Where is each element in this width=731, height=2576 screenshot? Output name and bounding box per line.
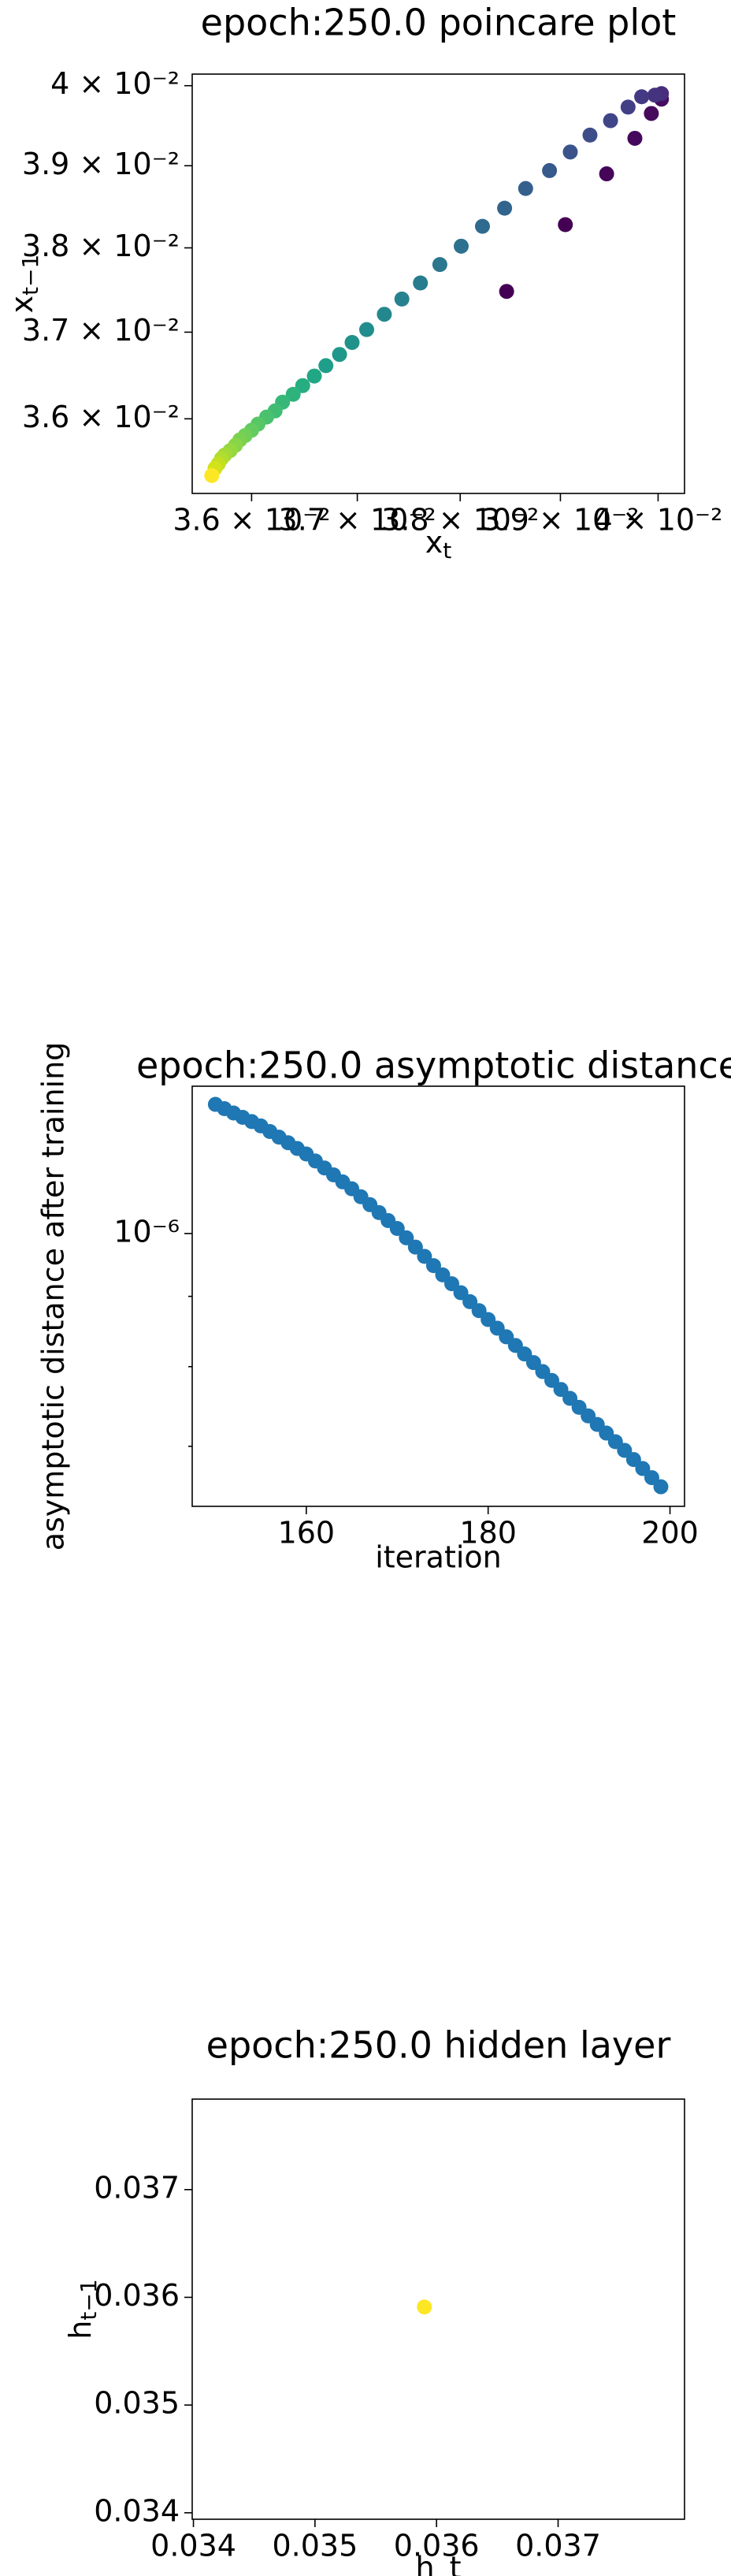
point [603,113,618,128]
point [432,257,447,273]
y-axis-label: asymptotic distance after training [36,1042,71,1551]
point [425,1258,441,1274]
y-tick-label: 3.6 × 10⁻² [22,400,180,434]
point [306,368,322,384]
y-axis-label-text: h [63,2321,98,2340]
chart-title: epoch:250.0 poincare plot [201,2,677,44]
x-axis-label: h_t [416,2551,462,2576]
x-tick-label: 3.9 × 10⁻² [481,503,639,538]
point [620,99,636,115]
x-tick-label: 0.034 [150,2529,236,2563]
y-tick-label: 4 × 10⁻² [50,66,180,101]
point [413,275,429,291]
x-tick-label: 3.7 × 10⁻² [279,503,436,538]
x-tick-label: 3.6 × 10⁻² [173,503,330,538]
point [474,218,490,234]
point [542,162,558,178]
x-tick-label: 0.037 [515,2529,601,2563]
point [518,181,533,196]
point [497,200,513,216]
y-tick-label: 3.9 × 10⁻² [22,147,180,181]
chart-title: epoch:250.0 hidden layer [206,2024,671,2067]
y-tick-label: 10⁻⁶ [113,1214,180,1249]
point [399,1230,414,1245]
point [295,378,310,393]
x-axis-label-subscript: t [443,538,451,564]
point [644,106,659,121]
x-tick-label: 180 [459,1516,517,1550]
x-tick-label: 3.8 × 10⁻² [381,503,539,538]
point [377,307,392,322]
point [344,334,360,350]
point [417,2299,432,2315]
chart-title: epoch:250.0 asymptotic distance [136,1044,731,1087]
y-axis-label-text: x [5,296,39,314]
point [358,322,374,337]
point [332,347,347,363]
y-tick-label: 0.035 [94,2386,180,2421]
y-tick-label: 0.036 [94,2278,180,2313]
point [627,130,643,146]
point [389,1221,405,1237]
point [454,238,469,254]
x-axis-label-text: x [425,525,443,560]
point [394,291,410,307]
y-tick-label: 0.034 [94,2493,180,2528]
point [653,1479,669,1495]
plot-frame [191,2098,685,2520]
point [634,89,650,105]
point [499,284,514,300]
point [617,1442,633,1458]
x-tick-label: 200 [641,1516,699,1550]
point [599,166,614,182]
point [407,1239,423,1255]
point [318,358,334,374]
x-axis-label: iteration [375,1540,502,1575]
y-axis-label-subscript: t−1 [76,2279,102,2320]
x-axis-label: xt [425,525,452,564]
x-tick-label: 4 × 10⁻² [594,503,723,538]
y-tick-label: 0.037 [94,2170,180,2205]
point [635,1461,651,1476]
point [562,144,578,160]
x-tick-label: 0.036 [394,2529,480,2563]
point [582,127,598,143]
point [417,1249,432,1264]
plot-frame [191,73,685,494]
y-axis-label: xt−1 [5,255,44,314]
point [644,1470,659,1486]
point [204,467,220,483]
y-tick-label: 3.8 × 10⁻² [22,229,180,263]
x-tick-label: 0.035 [272,2529,358,2563]
y-tick-label: 3.7 × 10⁻² [22,313,180,348]
point [647,87,662,103]
y-axis-label-subscript: t−1 [17,255,43,296]
point [544,1372,559,1388]
x-tick-label: 160 [278,1516,336,1550]
point [285,386,301,402]
point [625,1452,641,1468]
y-axis-label: ht−1 [63,2279,102,2339]
point [558,217,573,233]
